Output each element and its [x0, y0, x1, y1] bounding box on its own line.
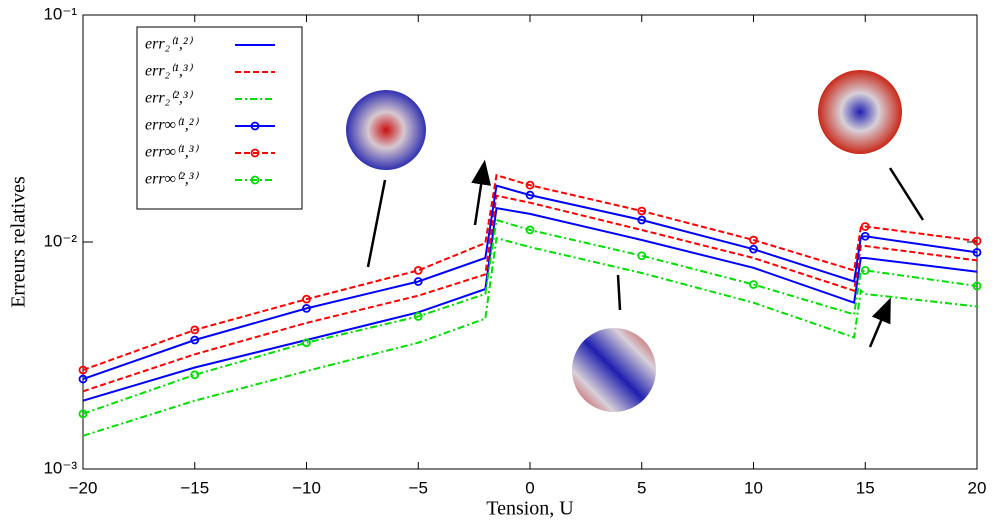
- series-marker: [78, 365, 88, 375]
- arrow: [868, 297, 891, 348]
- legend-label: err₂⁽¹,³⁾: [145, 63, 194, 80]
- pointer: [888, 167, 925, 221]
- y-tick-label: 10⁻³: [43, 458, 77, 477]
- field-image: [572, 328, 656, 412]
- series-marker: [860, 222, 870, 231]
- series-marker: [78, 374, 88, 384]
- y-tick-label: 10⁻¹: [43, 4, 77, 23]
- series-marker: [413, 265, 423, 275]
- x-tick-label: −5: [409, 478, 428, 497]
- y-axis-label: Erreurs relatives: [8, 176, 30, 308]
- legend-box: [136, 26, 303, 210]
- pointer: [366, 179, 387, 268]
- legend-marker: [250, 175, 260, 185]
- field-image: [818, 70, 902, 154]
- x-tick-label: 5: [637, 478, 646, 497]
- x-tick-label: 15: [856, 478, 875, 497]
- series-marker: [190, 370, 200, 380]
- series-line: [82, 173, 978, 371]
- series-marker: [972, 247, 982, 257]
- x-axis-label: Tension, U: [486, 498, 574, 520]
- series-marker: [749, 280, 758, 289]
- series-marker: [860, 231, 870, 241]
- legend-label: err∞⁽¹,²⁾: [145, 117, 199, 134]
- series-marker: [525, 225, 535, 235]
- arrow: [471, 159, 492, 226]
- series-marker: [302, 294, 311, 304]
- series-line: [82, 194, 978, 393]
- legend-label: err∞⁽¹,³⁾: [145, 144, 199, 161]
- legend: err₂⁽¹,²⁾ err₂⁽¹,³⁾ err₂⁽²,³⁾ err∞⁽¹,²⁾ err∞…: [136, 26, 303, 210]
- series-marker: [190, 335, 200, 345]
- series-marker: [525, 190, 535, 200]
- legend-marker: [250, 148, 260, 158]
- series-marker: [749, 235, 758, 245]
- series-marker: [190, 325, 200, 335]
- pointer: [616, 274, 622, 311]
- series-marker: [302, 338, 311, 348]
- y-tick-label: 10⁻²: [43, 231, 77, 250]
- x-tick-label: −15: [180, 478, 209, 497]
- series-marker: [413, 312, 423, 321]
- x-tick-label: 20: [968, 478, 987, 497]
- series-marker: [525, 180, 535, 190]
- x-tick-label: −10: [292, 478, 321, 497]
- series-marker: [749, 244, 758, 254]
- series-marker: [860, 265, 870, 275]
- series-marker: [637, 206, 647, 216]
- legend-label: err₂⁽²,³⁾: [145, 90, 194, 107]
- series-marker: [302, 303, 311, 313]
- series-line: [82, 236, 978, 437]
- field-image: [346, 90, 426, 170]
- series-marker: [637, 215, 647, 225]
- legend-label: err₂⁽¹,²⁾: [145, 36, 194, 53]
- legend-marker: [250, 121, 260, 131]
- series-marker: [637, 251, 647, 261]
- series-line: [82, 218, 978, 415]
- x-tick-label: 0: [525, 478, 534, 497]
- legend-label: err∞⁽²,³⁾: [145, 171, 199, 188]
- series-marker: [972, 236, 982, 246]
- series-marker: [972, 281, 982, 291]
- illustrations: [346, 70, 925, 412]
- series-marker: [78, 409, 88, 419]
- series-line: [82, 184, 978, 381]
- series-marker: [413, 277, 423, 286]
- x-tick-label: 10: [744, 478, 763, 497]
- x-tick-label: −20: [69, 478, 98, 497]
